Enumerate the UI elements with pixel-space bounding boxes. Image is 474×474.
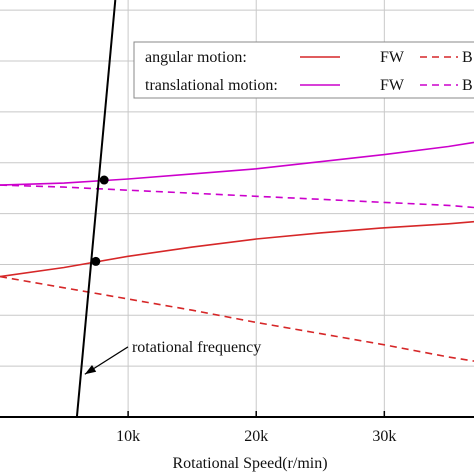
annotation-label-0: rotational frequency [132, 339, 261, 356]
x-axis-title: Rotational Speed(r/min) [172, 455, 327, 472]
intersection-markers [91, 175, 109, 266]
annotation: rotational frequency [84, 339, 261, 375]
series-line-angular-bw [0, 275, 474, 362]
legend-entry-translational-fw: FW [380, 77, 405, 94]
legend-entry-translational-bw: B [462, 77, 473, 94]
intersection-point-0 [91, 256, 101, 266]
legend-group-label-0: angular motion: [145, 49, 247, 66]
legend-entry-angular-bw: B [462, 49, 473, 66]
series-line-angular-fw [0, 220, 474, 278]
series-line-translational-fw [0, 141, 474, 186]
series-line-rotational-frequency [75, 0, 117, 418]
x-tick-label-0: 10k [116, 428, 140, 445]
intersection-point-1 [99, 175, 109, 185]
legend-box [133, 41, 474, 99]
series-line-translational-bw [0, 184, 474, 209]
annotation-arrow-head [84, 365, 97, 375]
x-tick-label-1: 20k [244, 428, 268, 445]
series-lines [0, 0, 474, 418]
axes: 10k 20k 30k [0, 411, 474, 445]
legend-entry-angular-fw: FW [380, 49, 405, 66]
legend-group-label-1: translational motion: [145, 77, 278, 94]
x-tick-label-2: 30k [372, 428, 396, 445]
